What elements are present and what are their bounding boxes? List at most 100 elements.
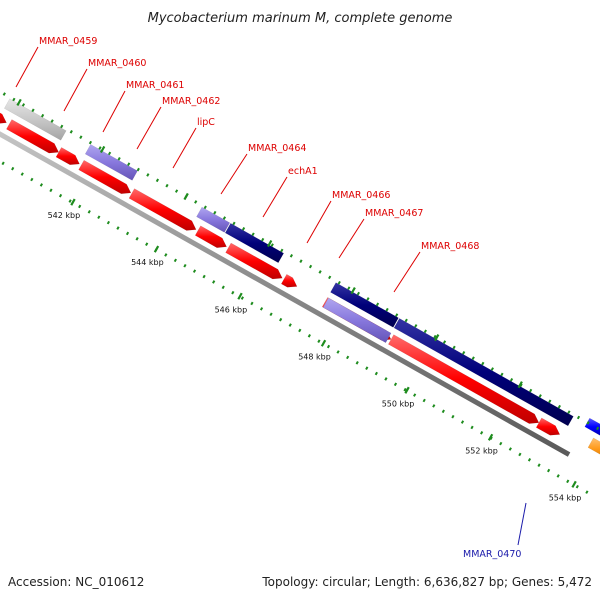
minor-tick <box>97 215 101 220</box>
minor-tick <box>98 146 102 150</box>
minor-tick <box>556 474 560 478</box>
minor-tick <box>299 259 303 263</box>
minor-tick <box>347 286 351 290</box>
minor-tick <box>261 237 265 242</box>
minor-tick <box>451 414 455 419</box>
genome-summary-text: Topology: circular; Length: 6,636,827 bp… <box>261 575 592 589</box>
minor-tick <box>355 360 359 365</box>
minor-tick <box>1 161 5 166</box>
minor-tick <box>442 340 447 344</box>
gene-feature-red-10[interactable] <box>388 334 540 424</box>
major-tick-outer-552 <box>517 381 523 389</box>
minor-tick <box>250 301 254 306</box>
minor-tick <box>146 173 150 177</box>
minor-tick <box>87 210 91 214</box>
gene-label-leader <box>220 153 248 195</box>
gene-label-mmar_0462[interactable]: MMAR_0462 <box>162 96 220 107</box>
gene-label-mmar_0470[interactable]: MMAR_0470 <box>463 549 521 560</box>
tick-label-552: 552 kbp <box>465 446 498 455</box>
minor-tick <box>328 275 332 280</box>
minor-tick <box>538 394 542 398</box>
gene-feature-purple-2[interactable] <box>322 297 392 343</box>
minor-tick <box>337 280 341 285</box>
minor-tick <box>317 339 321 344</box>
gene-feature-purple-0[interactable] <box>84 144 138 181</box>
minor-tick <box>289 254 294 258</box>
minor-tick <box>127 162 131 166</box>
minor-tick <box>346 355 350 360</box>
minor-tick <box>586 421 590 425</box>
minor-tick <box>481 361 485 366</box>
minor-tick <box>385 307 389 312</box>
minor-tick <box>203 205 207 210</box>
gene-label-lipc[interactable]: lipC <box>197 117 215 128</box>
gene-feature-red-4[interactable] <box>78 159 132 195</box>
minor-tick <box>414 324 418 328</box>
gene-feature-red-5[interactable] <box>128 188 197 231</box>
minor-tick <box>470 425 474 430</box>
gene-label-leader <box>172 127 197 169</box>
gene-label-echa1[interactable]: echA1 <box>288 166 318 177</box>
gene-feature-navy-0[interactable] <box>224 223 284 264</box>
minor-tick <box>173 258 177 263</box>
gene-feature-navy-2[interactable] <box>393 318 574 427</box>
major-tick-548 <box>320 339 327 347</box>
gene-feature-navy-1[interactable] <box>330 282 399 328</box>
minor-tick <box>213 210 217 215</box>
minor-tick <box>270 243 274 247</box>
minor-tick <box>212 280 216 284</box>
minor-tick <box>165 183 169 188</box>
minor-tick <box>366 297 370 301</box>
minor-tick <box>11 166 15 171</box>
gene-label-mmar_0466[interactable]: MMAR_0466 <box>332 190 390 201</box>
gene-feature-red-3[interactable] <box>55 147 80 166</box>
minor-tick <box>499 441 503 446</box>
minor-tick <box>240 296 244 300</box>
minor-tick <box>441 409 445 414</box>
major-tick-550 <box>404 386 410 394</box>
minor-tick <box>288 323 292 327</box>
gene-feature-red-1[interactable] <box>0 101 7 124</box>
minor-tick <box>79 135 83 140</box>
gene-feature-red-2[interactable] <box>6 119 60 154</box>
minor-tick <box>462 351 466 355</box>
minor-tick <box>403 387 407 392</box>
major-tick-outer-548 <box>350 287 356 295</box>
gene-label-mmar_0459[interactable]: MMAR_0459 <box>39 36 97 47</box>
minor-tick <box>116 226 120 230</box>
minor-tick <box>548 399 552 404</box>
minor-tick <box>232 221 236 226</box>
gene-feature-red-8[interactable] <box>281 274 298 288</box>
gene-feature-red-7[interactable] <box>225 242 283 280</box>
gene-label-leader <box>393 251 421 293</box>
gene-feature-red-6[interactable] <box>194 225 227 248</box>
gene-feature-orange-0[interactable] <box>587 437 600 460</box>
gene-label-mmar_0460[interactable]: MMAR_0460 <box>88 58 146 69</box>
gene-label-mmar_0461[interactable]: MMAR_0461 <box>126 80 184 91</box>
major-tick-544 <box>153 245 160 253</box>
gene-label-mmar_0467[interactable]: MMAR_0467 <box>365 208 423 219</box>
minor-tick <box>88 140 93 145</box>
gene-feature-red-11[interactable] <box>535 417 561 436</box>
gene-label-mmar_0468[interactable]: MMAR_0468 <box>421 241 479 252</box>
minor-tick <box>145 242 149 246</box>
gene-label-leader <box>102 90 126 133</box>
gene-label-leader <box>63 68 88 112</box>
major-tick-outer-544 <box>183 192 189 201</box>
gene-feature-gray-1[interactable] <box>4 98 67 141</box>
tick-label-550: 550 kbp <box>382 399 415 408</box>
minor-tick <box>50 119 54 123</box>
tick-label-554: 554 kbp <box>549 493 582 502</box>
minor-tick <box>259 307 264 311</box>
gene-feature-purple-1[interactable] <box>196 206 231 233</box>
minor-tick <box>557 404 561 409</box>
tick-label-544: 544 kbp <box>131 258 164 267</box>
minor-tick <box>356 291 360 296</box>
minor-tick <box>58 193 63 198</box>
gene-label-mmar_0464[interactable]: MMAR_0464 <box>248 143 306 154</box>
minor-tick <box>404 318 408 323</box>
minor-tick <box>336 350 340 354</box>
